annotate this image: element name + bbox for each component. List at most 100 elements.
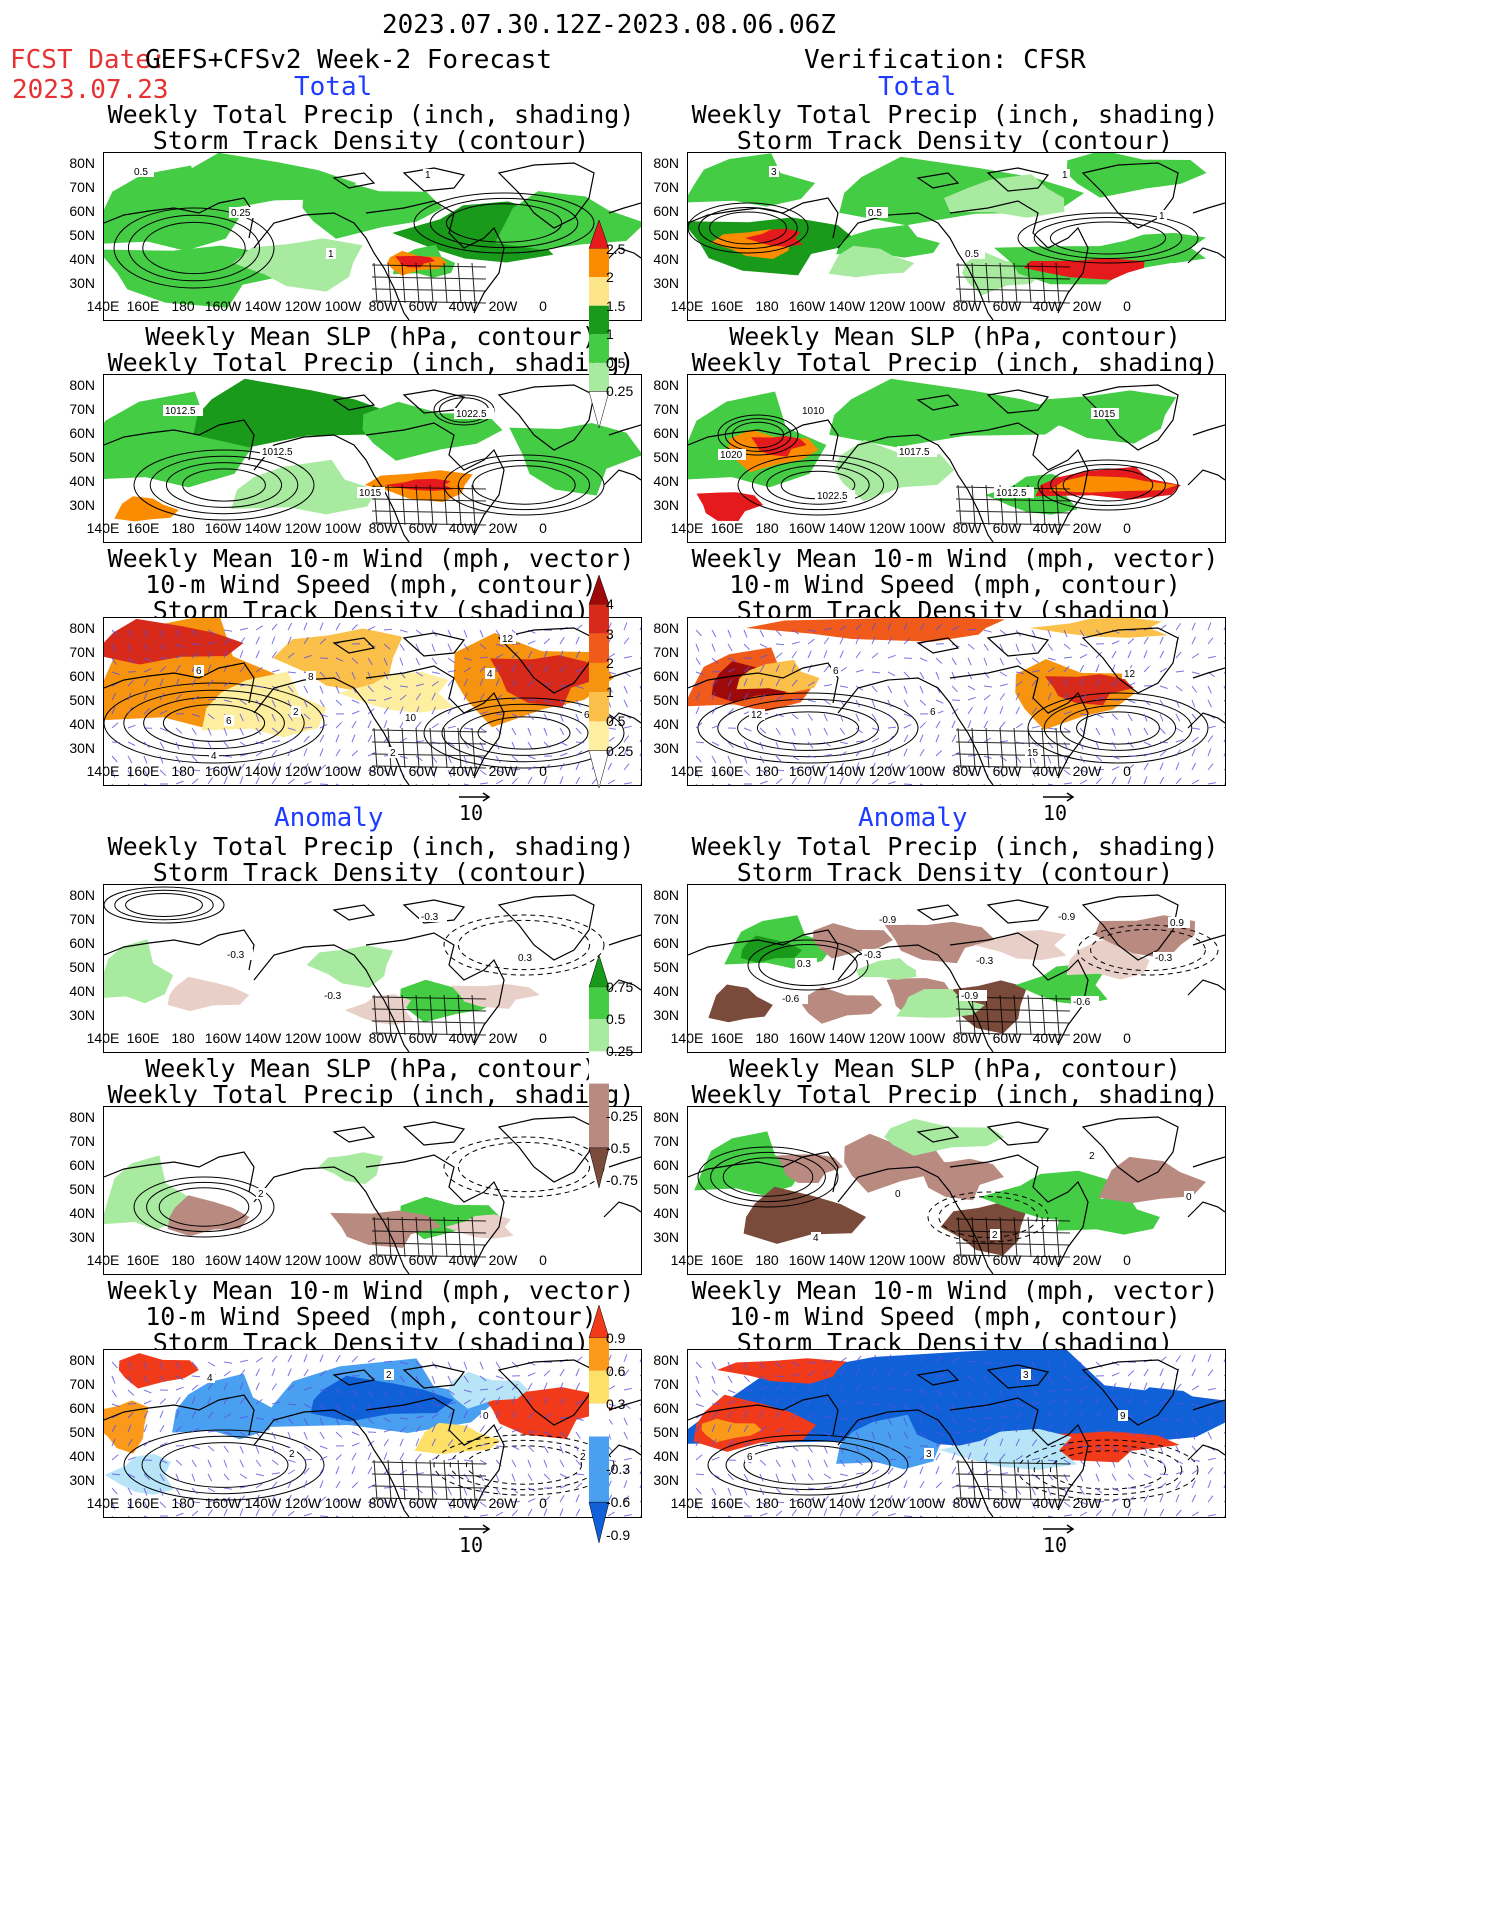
ver-panel-1-coastline xyxy=(916,172,960,189)
ver-panel-4-coastline xyxy=(916,904,960,921)
ver-panel-3-vector xyxy=(855,740,864,743)
ver-panel-1-contour-line xyxy=(688,202,809,254)
ver-panel-6-vector xyxy=(1095,1396,1100,1405)
fcst-panel-3-vector xyxy=(191,741,196,750)
fcst-panel-6-vector xyxy=(271,1368,276,1377)
ver-panel-3-lon-label: 140W xyxy=(828,763,866,779)
ver-panel-6-vector xyxy=(1127,1445,1133,1454)
fcst-panel-4-coastlines xyxy=(104,894,641,1052)
ver-panel-6-vector xyxy=(807,1370,815,1377)
ver-panel-3-vector xyxy=(743,727,752,732)
fcst-panel-3-vector xyxy=(639,642,641,645)
colorbar-anom_storm xyxy=(588,1304,610,1544)
ver-panel-2-title-line: Weekly Total Precip (inch, shading) xyxy=(691,348,1219,377)
fcst-panel-3-vector xyxy=(223,699,232,703)
fcst-panel-6-lon-label: 40W xyxy=(448,1495,478,1511)
fcst-panel-6-lon-label: 160W xyxy=(204,1495,242,1511)
ver-panel-6-shade-area xyxy=(701,1418,762,1443)
fcst-panel-6-vector xyxy=(159,1459,168,1464)
fcst-panel-2-lat-label: 40N xyxy=(69,473,95,489)
fcst-panel-3-vector xyxy=(335,622,341,631)
fcst-panel-6-vector-ref-label: 10 xyxy=(459,1533,484,1557)
fcst-panel-3-vector xyxy=(511,741,516,750)
fcst-panel-6-vector xyxy=(175,1410,180,1419)
ver-panel-6-vector xyxy=(951,1417,958,1425)
fcst-panel-6-vector xyxy=(111,1501,116,1510)
fcst-panel-3-vector xyxy=(191,778,199,785)
ver-panel-4-shade-area xyxy=(812,923,893,959)
fcst-panel-3-vector xyxy=(191,652,199,659)
fcst-panel-3-vector xyxy=(559,776,564,785)
fcst-panel-5-lat-label: 50N xyxy=(69,1181,95,1197)
fcst-panel-3-lon-label: 160W xyxy=(204,763,242,779)
fcst-panel-3-vector xyxy=(159,678,164,687)
ver-panel-6-vector xyxy=(855,1355,862,1363)
ver-panel-3-vector xyxy=(1175,699,1180,708)
fcst-panel-3-vector xyxy=(543,699,552,704)
fcst-panel-3-vector xyxy=(623,763,630,771)
fcst-panel-3-vector xyxy=(111,769,116,778)
fcst-panel-6-contour-label-bg xyxy=(578,1451,588,1462)
ver-panel-3-vector xyxy=(839,666,847,673)
ver-panel-6-vector xyxy=(871,1469,880,1475)
ver-panel-6-vector xyxy=(1207,1417,1212,1426)
fcst-panel-3-vector xyxy=(271,777,278,785)
fcst-panel-6-vector xyxy=(447,1473,455,1479)
ver-panel-5-shade-area xyxy=(1098,1156,1206,1203)
fcst-panel-4-title: Weekly Total Precip (inch, shading) Storm… xyxy=(91,834,651,886)
ver-panel-3-contour-label-bg xyxy=(749,709,765,720)
ver-panel-3-vector xyxy=(1095,664,1100,673)
ver-panel-6-vector xyxy=(727,1361,732,1370)
ver-panel-3-vector xyxy=(1111,650,1117,659)
ver-panel-6-vector xyxy=(807,1459,812,1468)
fcst-panel-3-vector xyxy=(559,762,565,771)
ver-panel-6-vector xyxy=(839,1357,847,1363)
fcst-panel-6-vector xyxy=(319,1515,329,1517)
ver-panel-4-shade-area xyxy=(884,921,996,964)
ver-panel-6-vector xyxy=(743,1361,748,1370)
colorbar-anom_precip-label: -0.5 xyxy=(606,1140,631,1156)
fcst-panel-3-vector xyxy=(511,664,516,673)
colorbar-total_storm-label: 2 xyxy=(606,655,614,671)
fcst-panel-3-lat-label: 60N xyxy=(69,668,95,684)
ver-panel-4-lon-label: 180 xyxy=(755,1030,779,1046)
fcst-panel-6-vector xyxy=(223,1413,232,1419)
fcst-panel-6-vector xyxy=(543,1414,552,1419)
ver-panel-6-contour-label: 3 xyxy=(926,1449,932,1460)
ver-panel-6-vector xyxy=(759,1375,768,1381)
ver-panel-6-vector xyxy=(1159,1482,1167,1489)
ver-panel-6-vector xyxy=(855,1431,861,1440)
fcst-panel-6-vector xyxy=(175,1512,184,1517)
fcst-panel-1-lon-label: 160E xyxy=(126,298,160,314)
fcst-panel-3-vector xyxy=(127,657,135,664)
fcst-panel-3-vector xyxy=(447,657,455,664)
ver-panel-3-vector xyxy=(1207,725,1216,729)
ver-panel-1-lat-label: 40N xyxy=(653,251,679,267)
ver-panel-3-vector xyxy=(727,657,736,662)
ver-panel-6-vector xyxy=(807,1473,814,1481)
ver-panel-3-vector xyxy=(919,657,928,662)
colorbar-swatch xyxy=(589,662,609,693)
fcst-panel-6-lat-label: 60N xyxy=(69,1400,95,1416)
fcst-panel-3-vector xyxy=(303,726,313,729)
fcst-panel-6-contour-label-bg xyxy=(481,1410,491,1421)
ver-panel-3-vector xyxy=(807,727,812,736)
ver-panel-6-vector xyxy=(695,1454,703,1461)
fcst-panel-3-vector xyxy=(239,684,248,687)
ver-panel-3-vector xyxy=(775,727,781,735)
fcst-panel-5-shading xyxy=(104,1152,514,1248)
fcst-panel-3-vector xyxy=(191,755,198,763)
ver-panel-4-coastline xyxy=(1187,934,1225,996)
ver-panel-6-vector xyxy=(1191,1468,1199,1475)
ver-panel-3-vector xyxy=(1191,653,1200,659)
fcst-panel-5-contour-line xyxy=(443,1136,605,1198)
ver-panel-6-vector xyxy=(1031,1457,1040,1461)
fcst-panel-6-lon-label: 20W xyxy=(488,1495,518,1511)
fcst-panel-4-contour-label: -0.3 xyxy=(227,950,245,961)
ver-panel-3-vector xyxy=(1031,769,1036,778)
ver-panel-5-lon-label: 40W xyxy=(1032,1252,1062,1268)
fcst-panel-3-vector xyxy=(319,622,324,631)
ver-panel-6-lon-label: 40W xyxy=(1032,1495,1062,1511)
ver-panel-3-vector xyxy=(935,623,942,631)
fcst-panel-3-coastline xyxy=(332,637,376,654)
